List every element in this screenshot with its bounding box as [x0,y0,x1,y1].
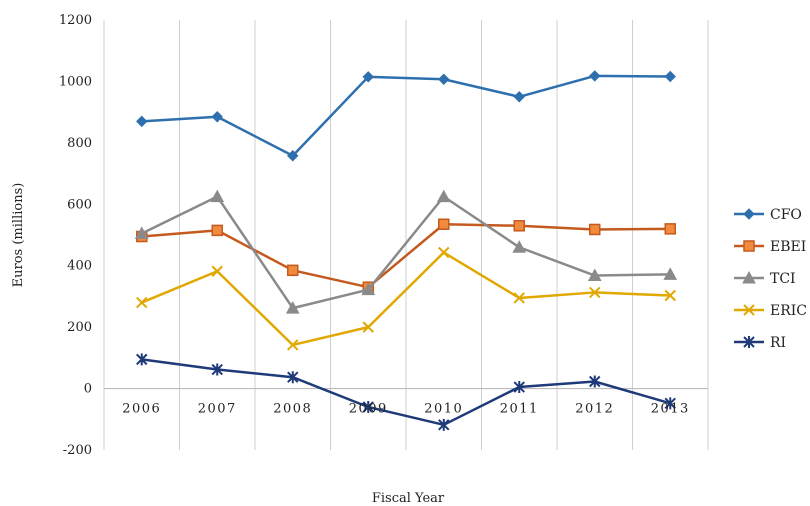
y-tick-label: -200 [63,443,92,458]
y-tick-label: 0 [84,382,92,397]
data-point-eric [211,265,223,277]
series-line-eric [141,251,671,347]
x-tick-label: 2010 [424,402,463,417]
data-point-tci [587,268,602,282]
series-eric [136,246,676,351]
data-point-tci [134,226,149,239]
x-tick-label: 2007 [198,402,237,417]
data-point-cfo [287,150,299,162]
legend-label-eric: ERIC [770,303,807,319]
series-lines [134,70,678,431]
legend-marker-ebei [743,240,755,252]
legend-marker-ri [743,336,755,348]
data-point-tci [361,282,376,296]
data-point-eric [362,321,374,333]
y-tick-labels: -200 0 200 400 600 800 1000 1200 [59,13,92,458]
data-point-cfo [438,73,450,85]
data-point-ri [513,381,525,394]
data-point-ri [211,363,223,376]
series-line-ri [141,358,671,427]
series-cfo [136,70,676,162]
data-point-ri [664,397,676,410]
grid [103,20,709,450]
data-point-cfo [589,70,601,82]
data-point-eric [664,289,676,302]
data-point-tci [663,267,678,280]
data-point-ebei [664,223,676,235]
legend-marker-cfo [743,208,755,220]
data-point-eric [513,292,525,304]
x-tick-label: 2011 [500,402,539,417]
x-axis-title: Fiscal Year [372,491,445,506]
series-ri [136,353,676,431]
y-tick-label: 1200 [59,13,92,28]
data-point-cfo [211,111,223,123]
x-tick-label: 2008 [273,402,312,417]
x-tick-label: 2006 [122,402,161,417]
data-point-cfo [136,115,148,128]
legend-item-tci: TCI [734,270,796,287]
data-point-tci [436,189,451,203]
data-point-cfo [513,91,525,103]
data-point-ebei [513,220,525,232]
data-point-ri [136,353,148,366]
x-tick-label: 2013 [651,402,690,417]
data-point-ebei [438,218,450,230]
data-point-eric [287,339,299,351]
legend-item-cfo: CFO [734,207,802,223]
data-point-cfo [664,70,676,83]
y-tick-label: 400 [67,259,92,274]
legend-label-ebei: EBEI [770,239,806,255]
x-tick-label: 2009 [349,402,388,417]
data-point-ebei [287,264,299,277]
data-point-ebei [589,223,601,236]
y-tick-label: 800 [67,136,92,151]
legend-label-ri: RI [770,335,786,351]
legend-item-ri: RI [734,335,786,351]
series-line-ebei [141,223,671,289]
y-tick-label: 200 [67,320,92,335]
x-tick-labels: 2006 2007 2008 2009 2010 2011 2012 2013 [122,402,690,417]
data-point-ri [362,401,374,413]
series-line-cfo [141,74,671,158]
data-point-eric [438,246,450,259]
data-point-eric [136,296,148,309]
legend-item-ebei: EBEI [734,239,806,255]
data-point-tci [210,189,225,203]
data-point-ri [287,371,299,384]
data-point-ri [589,375,601,388]
data-point-ri [438,418,450,431]
y-tick-label: 600 [67,197,92,212]
legend-label-tci: TCI [770,271,796,287]
series-tci [134,189,678,314]
data-point-tci [285,301,300,314]
data-point-tci [512,240,527,253]
y-axis-title: Euros (millions) [11,183,26,288]
legend-item-eric: ERIC [734,303,807,319]
data-point-cfo [362,71,374,83]
y-tick-label: 1000 [59,74,92,89]
legend-marker-eric [743,304,755,316]
legend: CFO EBEI TCI ERIC RI [734,207,807,351]
legend-label-cfo: CFO [770,207,802,223]
x-tick-label: 2012 [575,402,614,417]
data-point-ebei [211,224,223,237]
series-line-tci [141,195,671,310]
legend-marker-tci [742,270,756,284]
data-point-eric [589,286,601,299]
